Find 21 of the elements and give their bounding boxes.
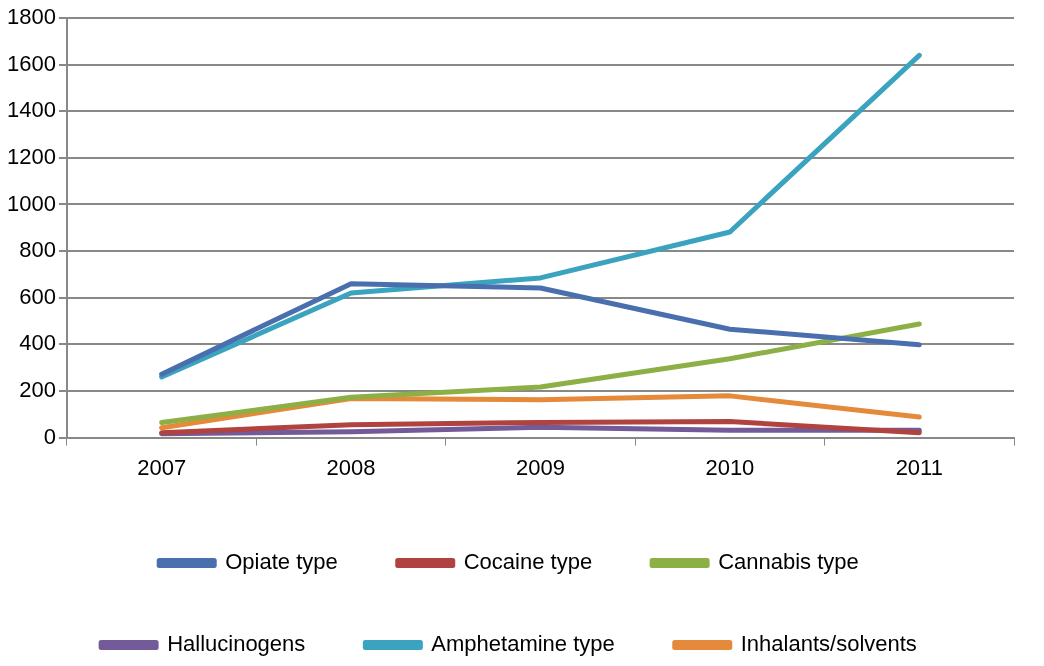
- legend-label: Opiate type: [225, 549, 338, 575]
- y-tick-label: 200: [19, 377, 56, 403]
- y-tick-label: 1800: [6, 4, 56, 30]
- legend-label: Amphetamine type: [431, 631, 615, 657]
- x-tick-label: 2010: [705, 454, 755, 480]
- y-tick-label: 800: [19, 237, 56, 263]
- legend-label: Cannabis type: [718, 549, 859, 575]
- legend-label: Hallucinogens: [167, 631, 306, 657]
- legend-label: Inhalants/solvents: [740, 631, 917, 657]
- x-tick-label: 2008: [326, 454, 376, 480]
- y-tick-label: 400: [19, 330, 56, 356]
- y-tick-label: 1600: [6, 50, 56, 76]
- y-tick-label: 1200: [6, 143, 56, 169]
- y-tick-label: 1000: [6, 190, 56, 216]
- y-tick-label: 0: [43, 423, 56, 449]
- x-tick-label: 2009: [515, 454, 565, 480]
- legend-label: Cocaine type: [463, 549, 593, 575]
- x-tick-label: 2007: [137, 454, 187, 480]
- y-tick-label: 600: [19, 283, 56, 309]
- x-tick-label: 2011: [895, 454, 943, 480]
- y-tick-label: 1400: [6, 97, 56, 123]
